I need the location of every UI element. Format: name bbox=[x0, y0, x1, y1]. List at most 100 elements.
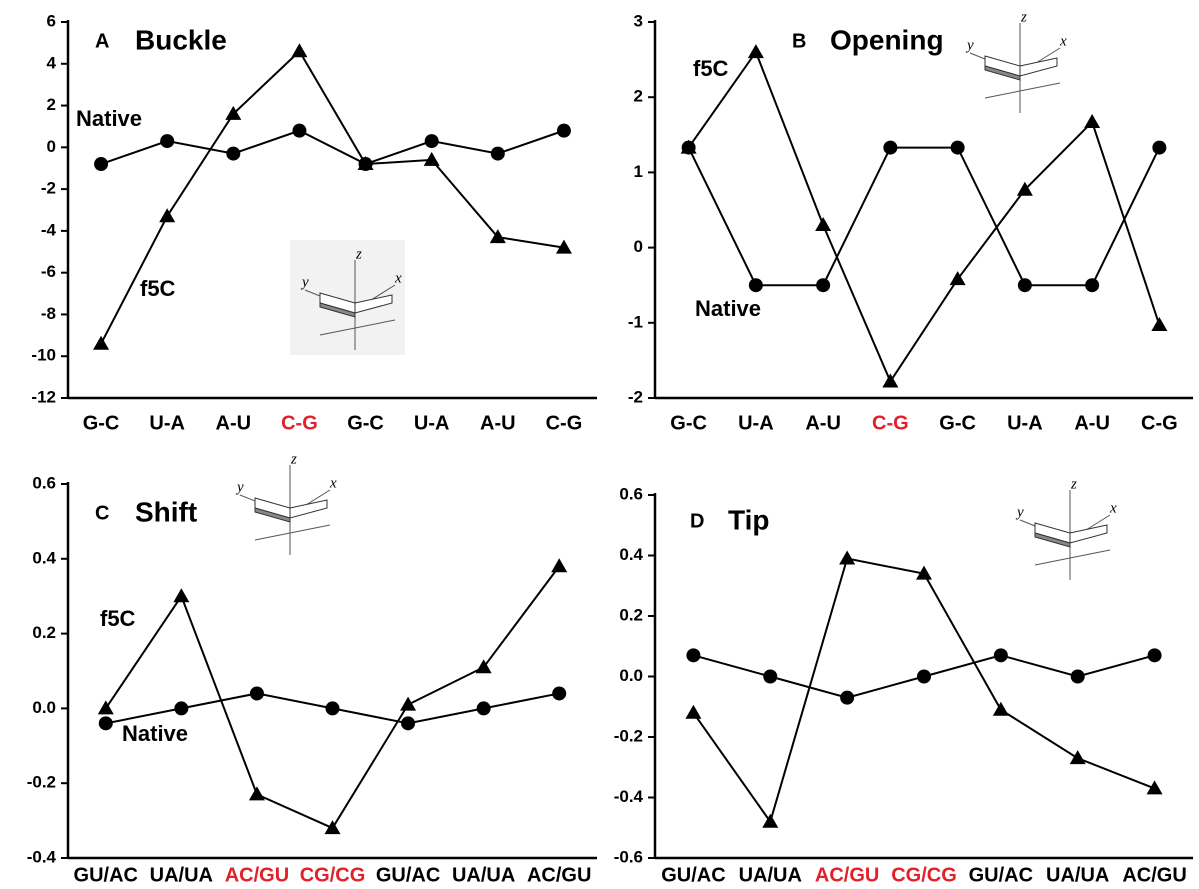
point-circle bbox=[477, 701, 491, 715]
inset-axis bbox=[985, 83, 1060, 98]
inset-axis bbox=[1035, 550, 1110, 565]
x-tick-label: A-U bbox=[805, 412, 841, 434]
chart-title: Shift bbox=[135, 496, 197, 527]
point-triangle bbox=[400, 697, 416, 711]
inset-plate bbox=[1070, 525, 1107, 543]
point-circle bbox=[816, 278, 830, 292]
point-circle bbox=[686, 648, 700, 662]
series-label: f5C bbox=[693, 56, 729, 81]
point-circle bbox=[425, 134, 439, 148]
x-tick-label: UA/UA bbox=[1046, 864, 1109, 886]
x-tick-label: U-A bbox=[1007, 412, 1043, 434]
inset-axis-label: y bbox=[965, 37, 974, 53]
y-tick-label: 0.4 bbox=[32, 548, 56, 567]
point-circle bbox=[1071, 670, 1085, 684]
point-triangle bbox=[685, 705, 701, 719]
point-circle bbox=[994, 648, 1008, 662]
y-tick-label: 2 bbox=[47, 95, 56, 114]
series-label: f5C bbox=[100, 606, 136, 631]
point-triangle bbox=[173, 588, 189, 602]
point-circle bbox=[1085, 278, 1099, 292]
point-circle bbox=[174, 701, 188, 715]
series-label: Native bbox=[122, 721, 188, 746]
series-line bbox=[689, 148, 1160, 286]
point-circle bbox=[840, 691, 854, 705]
inset-diagram: xyz bbox=[1015, 476, 1117, 580]
inset-axis-label: x bbox=[1059, 33, 1067, 49]
inset-diagram: xyz bbox=[290, 240, 405, 355]
inset-diagram: xyz bbox=[235, 451, 337, 555]
y-tick-label: -12 bbox=[31, 387, 56, 406]
inset-axis-label: x bbox=[394, 270, 402, 286]
inset-axis-label: y bbox=[300, 274, 309, 290]
point-circle bbox=[401, 716, 415, 730]
y-tick-label: -0.6 bbox=[614, 847, 643, 866]
y-tick-label: -8 bbox=[41, 304, 56, 323]
y-tick-label: 0.2 bbox=[619, 605, 643, 624]
x-tick-label: G-C bbox=[83, 412, 120, 434]
inset-axis-label: y bbox=[235, 479, 244, 495]
point-triangle bbox=[325, 820, 341, 834]
point-triangle bbox=[159, 208, 175, 222]
point-circle bbox=[250, 686, 264, 700]
inset-plate bbox=[290, 500, 327, 518]
x-tick-label: AC/GU bbox=[527, 864, 591, 886]
series-label: Native bbox=[76, 106, 142, 131]
x-tick-label: AC/GU bbox=[815, 864, 879, 886]
y-tick-label: -10 bbox=[31, 346, 56, 365]
point-circle bbox=[226, 147, 240, 161]
y-tick-label: 0.6 bbox=[32, 473, 56, 492]
y-tick-label: -2 bbox=[41, 179, 56, 198]
figure: -12-10-8-6-4-20246G-CU-AA-UC-GG-CU-AA-UC… bbox=[0, 0, 1199, 889]
point-circle bbox=[917, 670, 931, 684]
point-circle bbox=[94, 157, 108, 171]
point-triangle bbox=[249, 786, 265, 800]
x-tick-label: UA/UA bbox=[452, 864, 515, 886]
point-circle bbox=[552, 686, 566, 700]
chart-title: Buckle bbox=[135, 24, 227, 55]
y-tick-label: 0 bbox=[47, 137, 56, 156]
y-tick-label: 0 bbox=[634, 237, 643, 256]
series-label: f5C bbox=[140, 276, 176, 301]
y-tick-label: 0.4 bbox=[619, 545, 643, 564]
point-circle bbox=[491, 147, 505, 161]
y-tick-label: -2 bbox=[628, 387, 643, 406]
inset-axis-label: x bbox=[329, 475, 337, 491]
point-triangle bbox=[1147, 780, 1163, 794]
x-tick-label: U-A bbox=[738, 412, 774, 434]
point-triangle bbox=[882, 373, 898, 387]
point-circle bbox=[883, 141, 897, 155]
point-circle bbox=[1152, 141, 1166, 155]
chart-title: Tip bbox=[728, 504, 769, 535]
x-tick-label: AC/GU bbox=[1122, 864, 1186, 886]
y-tick-label: -0.2 bbox=[27, 773, 56, 792]
point-triangle bbox=[424, 152, 440, 166]
inset-diagram: xyz bbox=[965, 9, 1067, 113]
point-triangle bbox=[839, 551, 855, 565]
point-triangle bbox=[748, 44, 764, 58]
point-circle bbox=[749, 278, 763, 292]
x-tick-label: UA/UA bbox=[739, 864, 802, 886]
y-tick-label: 4 bbox=[47, 53, 57, 72]
page: {"chart_data": [ {"type": "line", "panel… bbox=[0, 0, 1199, 889]
point-triangle bbox=[291, 43, 307, 57]
y-tick-label: 0.6 bbox=[619, 484, 643, 503]
point-triangle bbox=[762, 814, 778, 828]
x-tick-label: G-C bbox=[347, 412, 384, 434]
point-circle bbox=[99, 716, 113, 730]
x-tick-label: C-G bbox=[872, 412, 909, 434]
y-tick-label: -0.4 bbox=[27, 847, 57, 866]
chart-title: Opening bbox=[830, 24, 944, 55]
series-line bbox=[693, 559, 1154, 822]
x-tick-label: UA/UA bbox=[150, 864, 213, 886]
y-tick-label: 0.2 bbox=[32, 623, 56, 642]
x-tick-label: GU/AC bbox=[376, 864, 440, 886]
panel-label: A bbox=[95, 30, 109, 52]
y-tick-label: 2 bbox=[634, 87, 643, 106]
x-tick-label: U-A bbox=[149, 412, 185, 434]
inset-plate bbox=[1020, 58, 1057, 76]
point-circle bbox=[326, 701, 340, 715]
point-triangle bbox=[1084, 114, 1100, 128]
panel-label: D bbox=[690, 510, 704, 532]
point-circle bbox=[1148, 648, 1162, 662]
